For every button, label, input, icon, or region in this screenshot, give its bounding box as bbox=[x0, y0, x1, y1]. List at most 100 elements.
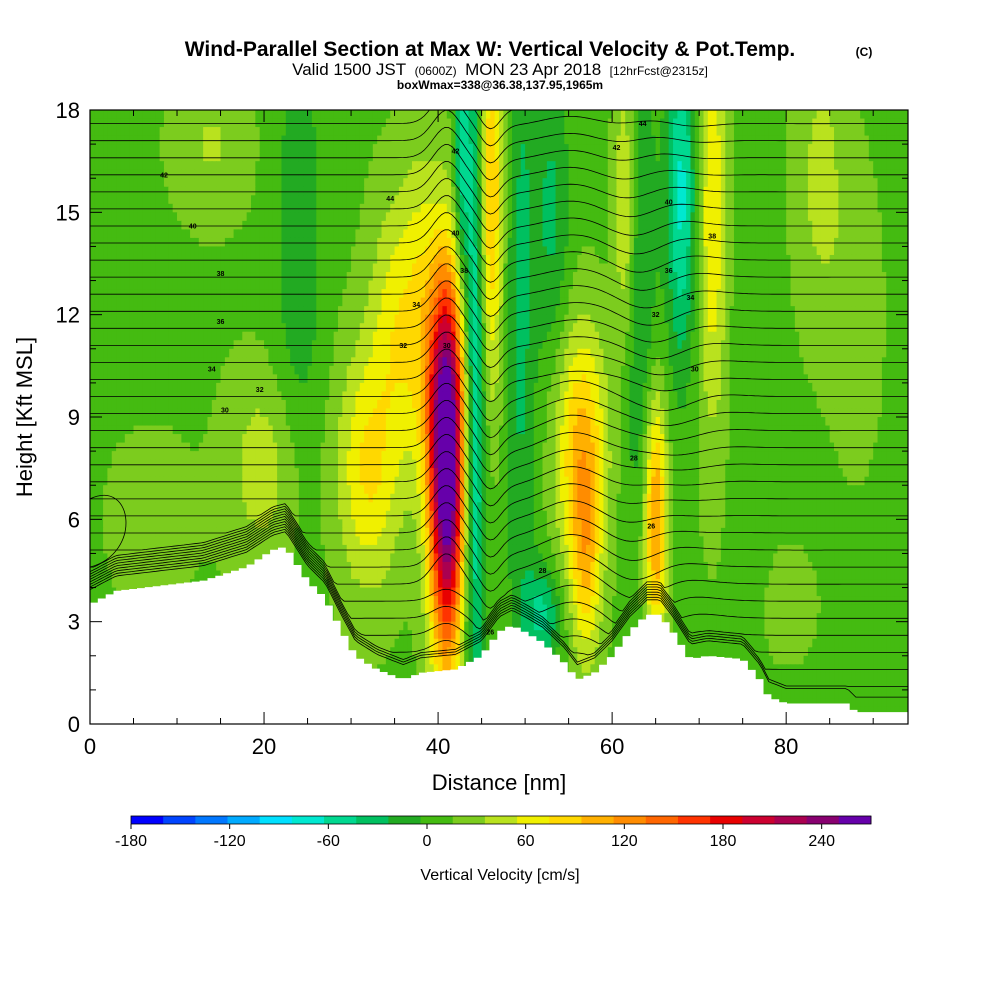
velocity-cell bbox=[137, 280, 143, 290]
velocity-cell bbox=[825, 306, 831, 316]
velocity-cell bbox=[116, 195, 122, 205]
velocity-cell bbox=[533, 220, 539, 230]
velocity-cell bbox=[168, 314, 174, 324]
velocity-cell bbox=[111, 127, 117, 137]
velocity-cell bbox=[699, 110, 705, 120]
velocity-cell bbox=[707, 289, 713, 299]
velocity-cell bbox=[690, 118, 696, 128]
velocity-cell bbox=[807, 169, 813, 179]
velocity-cell bbox=[834, 178, 839, 188]
velocity-cell bbox=[707, 178, 713, 188]
velocity-cell bbox=[686, 110, 692, 120]
velocity-cell bbox=[346, 186, 352, 196]
velocity-cell bbox=[512, 212, 517, 222]
velocity-cell bbox=[703, 237, 709, 248]
velocity-cell bbox=[398, 110, 404, 120]
velocity-cell bbox=[886, 280, 892, 290]
velocity-cell bbox=[564, 195, 570, 205]
velocity-cell bbox=[468, 314, 474, 324]
velocity-cell bbox=[842, 272, 848, 282]
velocity-cell bbox=[264, 127, 269, 137]
velocity-cell bbox=[703, 246, 709, 256]
velocity-cell bbox=[703, 263, 709, 273]
velocity-cell bbox=[533, 314, 539, 324]
velocity-cell bbox=[429, 161, 435, 171]
velocity-cell bbox=[472, 246, 478, 256]
velocity-cell bbox=[433, 161, 439, 171]
velocity-cell bbox=[803, 212, 809, 222]
velocity-cell bbox=[198, 229, 204, 239]
velocity-cell bbox=[586, 297, 591, 307]
velocity-cell bbox=[812, 272, 818, 282]
velocity-cell bbox=[459, 246, 465, 256]
velocity-cell bbox=[868, 306, 874, 316]
velocity-cell bbox=[625, 203, 631, 213]
velocity-cell bbox=[103, 237, 108, 248]
velocity-cell bbox=[311, 272, 317, 282]
velocity-cell bbox=[94, 203, 100, 213]
velocity-cell bbox=[250, 135, 256, 145]
velocity-cell bbox=[281, 127, 287, 137]
velocity-cell bbox=[446, 161, 452, 171]
velocity-cell bbox=[629, 263, 635, 273]
velocity-cell bbox=[150, 297, 156, 307]
velocity-cell bbox=[529, 229, 535, 239]
velocity-cell bbox=[355, 203, 361, 213]
velocity-cell bbox=[768, 323, 774, 333]
velocity-cell bbox=[185, 331, 191, 341]
velocity-cell bbox=[551, 178, 557, 188]
velocity-cell bbox=[250, 229, 256, 239]
velocity-cell bbox=[903, 314, 908, 324]
velocity-cell bbox=[364, 254, 370, 265]
velocity-cell bbox=[516, 144, 522, 154]
velocity-cell bbox=[581, 263, 587, 273]
velocity-cell bbox=[564, 254, 570, 265]
velocity-cell bbox=[111, 297, 117, 307]
subtitle-utc: (0600Z) bbox=[415, 64, 457, 78]
velocity-cell bbox=[398, 289, 404, 299]
velocity-cell bbox=[294, 237, 300, 248]
velocity-cell bbox=[320, 212, 326, 222]
velocity-cell bbox=[529, 289, 535, 299]
velocity-cell bbox=[773, 237, 779, 248]
velocity-cell bbox=[211, 152, 217, 162]
velocity-cell bbox=[294, 306, 300, 316]
velocity-cell bbox=[372, 127, 378, 137]
velocity-cell bbox=[324, 186, 330, 196]
velocity-cell bbox=[120, 220, 126, 230]
velocity-cell bbox=[233, 203, 239, 213]
velocity-cell bbox=[294, 323, 300, 333]
velocity-cell bbox=[877, 220, 883, 230]
velocity-cell bbox=[773, 118, 779, 128]
velocity-cell bbox=[733, 246, 739, 256]
velocity-cell bbox=[664, 178, 670, 188]
velocity-cell bbox=[873, 195, 879, 205]
velocity-cell bbox=[668, 152, 674, 162]
velocity-cell bbox=[816, 135, 822, 145]
velocity-cell bbox=[559, 254, 565, 265]
velocity-cell bbox=[481, 169, 487, 179]
velocity-cell bbox=[768, 314, 774, 324]
velocity-cell bbox=[847, 169, 853, 179]
velocity-cell bbox=[886, 195, 892, 205]
velocity-cell bbox=[377, 314, 383, 324]
velocity-cell bbox=[216, 314, 222, 324]
velocity-cell bbox=[525, 246, 531, 256]
velocity-cell bbox=[281, 169, 287, 179]
velocity-cell bbox=[194, 272, 200, 282]
velocity-cell bbox=[755, 203, 761, 213]
velocity-cell bbox=[324, 195, 330, 205]
velocity-cell bbox=[446, 127, 452, 137]
velocity-cell bbox=[420, 229, 426, 239]
velocity-cell bbox=[124, 331, 130, 341]
velocity-cell bbox=[533, 152, 539, 162]
velocity-cell bbox=[694, 195, 700, 205]
velocity-cell bbox=[538, 135, 544, 145]
velocity-cell bbox=[903, 135, 908, 145]
velocity-cell bbox=[216, 263, 222, 273]
velocity-cell bbox=[346, 272, 352, 282]
velocity-cell bbox=[820, 323, 826, 333]
velocity-cell bbox=[177, 195, 182, 205]
velocity-cell bbox=[512, 118, 517, 128]
velocity-cell bbox=[877, 161, 883, 171]
